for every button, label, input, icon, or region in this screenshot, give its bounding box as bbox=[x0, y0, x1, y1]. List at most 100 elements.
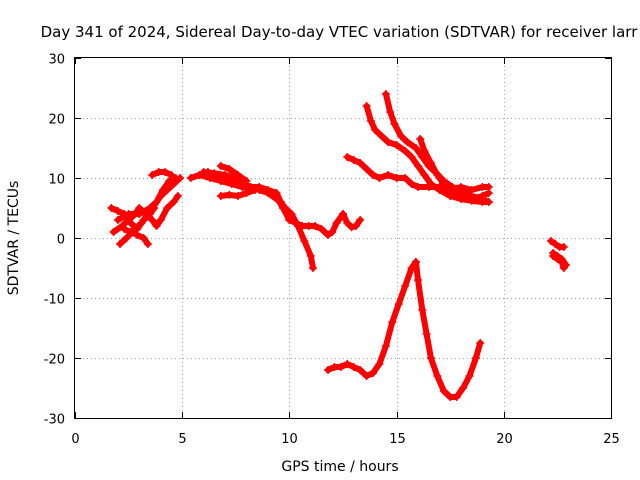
y-tick-label: 30 bbox=[48, 53, 65, 68]
series-arc-e1-markers bbox=[323, 258, 420, 380]
series-arc-f3-markers bbox=[549, 252, 568, 272]
data-point bbox=[163, 204, 172, 212]
series-arc-d3-markers bbox=[381, 90, 493, 206]
data-point bbox=[227, 180, 236, 188]
data-point bbox=[411, 258, 420, 266]
data-point bbox=[553, 255, 562, 263]
series-arc-d4 bbox=[417, 136, 492, 202]
series-arc-c2-markers bbox=[339, 210, 365, 232]
data-point bbox=[403, 138, 412, 146]
data-point bbox=[146, 204, 155, 212]
data-point bbox=[439, 387, 448, 395]
y-tick-label: 0 bbox=[57, 233, 65, 248]
data-point bbox=[416, 135, 425, 143]
data-point bbox=[366, 117, 375, 125]
y-tick-label: 20 bbox=[48, 113, 65, 128]
data-point bbox=[233, 171, 242, 179]
data-point bbox=[332, 219, 341, 227]
data-point bbox=[375, 174, 384, 182]
x-tick-label: 15 bbox=[389, 432, 406, 447]
data-point bbox=[459, 384, 468, 392]
data-point bbox=[167, 171, 176, 179]
data-point bbox=[426, 354, 435, 362]
tick-layer: 0 5 10 15 20 25 -30 -20 -10 0 10 20 30 bbox=[44, 53, 620, 448]
data-point bbox=[173, 192, 182, 200]
data-point bbox=[467, 195, 476, 203]
data-point bbox=[272, 195, 281, 203]
data-point bbox=[384, 171, 393, 179]
data-point bbox=[369, 369, 378, 377]
data-point bbox=[221, 171, 230, 179]
x-axis-label: GPS time / hours bbox=[281, 459, 398, 475]
data-point bbox=[390, 120, 399, 128]
data-point bbox=[300, 237, 309, 245]
data-point bbox=[439, 180, 448, 188]
data-point bbox=[135, 210, 144, 218]
data-point bbox=[420, 147, 429, 155]
data-point bbox=[420, 171, 429, 179]
data-point bbox=[195, 171, 204, 179]
data-point bbox=[225, 165, 234, 173]
data-point bbox=[401, 147, 410, 155]
data-point bbox=[465, 372, 474, 380]
data-point bbox=[156, 216, 165, 224]
series-arc-a6-markers bbox=[148, 168, 176, 179]
data-point bbox=[343, 219, 352, 227]
data-point bbox=[356, 366, 365, 374]
plot-frame bbox=[74, 57, 612, 419]
data-point bbox=[242, 189, 251, 197]
series-arc-b3-markers bbox=[199, 168, 281, 203]
data-point bbox=[433, 171, 442, 179]
data-point bbox=[401, 282, 410, 290]
data-point bbox=[351, 222, 360, 230]
data-point bbox=[375, 360, 384, 368]
data-point bbox=[116, 240, 125, 248]
data-point bbox=[484, 189, 493, 197]
data-point bbox=[478, 192, 487, 200]
series-arc-d4-markers bbox=[416, 135, 493, 203]
data-point bbox=[456, 192, 465, 200]
series-arc-c1 bbox=[286, 211, 346, 238]
data-point bbox=[381, 342, 390, 350]
data-point bbox=[369, 171, 378, 179]
data-point bbox=[446, 186, 455, 194]
data-point bbox=[426, 180, 435, 188]
x-tick-label: 20 bbox=[496, 432, 513, 447]
data-point bbox=[263, 189, 272, 197]
y-tick-label: -10 bbox=[44, 293, 65, 308]
data-point bbox=[113, 207, 122, 215]
x-tick-label: 10 bbox=[281, 432, 298, 447]
data-point bbox=[471, 354, 480, 362]
y-tick-label: -30 bbox=[44, 413, 65, 428]
grid-layer bbox=[75, 58, 611, 418]
data-point bbox=[433, 372, 442, 380]
data-point bbox=[392, 174, 401, 182]
data-point bbox=[414, 183, 423, 191]
data-point bbox=[285, 216, 294, 224]
data-point bbox=[349, 156, 358, 164]
data-point bbox=[349, 363, 358, 371]
data-point bbox=[394, 300, 403, 308]
y-axis-label: SDTVAR / TECUs bbox=[6, 181, 22, 296]
data-point bbox=[362, 165, 371, 173]
x-tick-label: 5 bbox=[178, 432, 186, 447]
data-point bbox=[216, 162, 225, 170]
data-point bbox=[216, 192, 225, 200]
data-point bbox=[126, 228, 135, 236]
data-point bbox=[362, 102, 371, 110]
data-point bbox=[148, 216, 157, 224]
data-point bbox=[435, 186, 444, 194]
data-point bbox=[386, 108, 395, 116]
data-point bbox=[124, 210, 133, 218]
data-point bbox=[251, 186, 260, 194]
data-point bbox=[137, 219, 146, 227]
series-arc-c1-markers bbox=[285, 210, 347, 239]
y-tick-label: 10 bbox=[48, 173, 65, 188]
data-point bbox=[278, 204, 287, 212]
data-point bbox=[377, 132, 386, 140]
series-arc-b5-markers bbox=[216, 186, 260, 200]
data-point bbox=[109, 228, 118, 236]
data-point bbox=[414, 276, 423, 284]
data-point bbox=[186, 174, 195, 182]
data-point bbox=[120, 225, 129, 233]
